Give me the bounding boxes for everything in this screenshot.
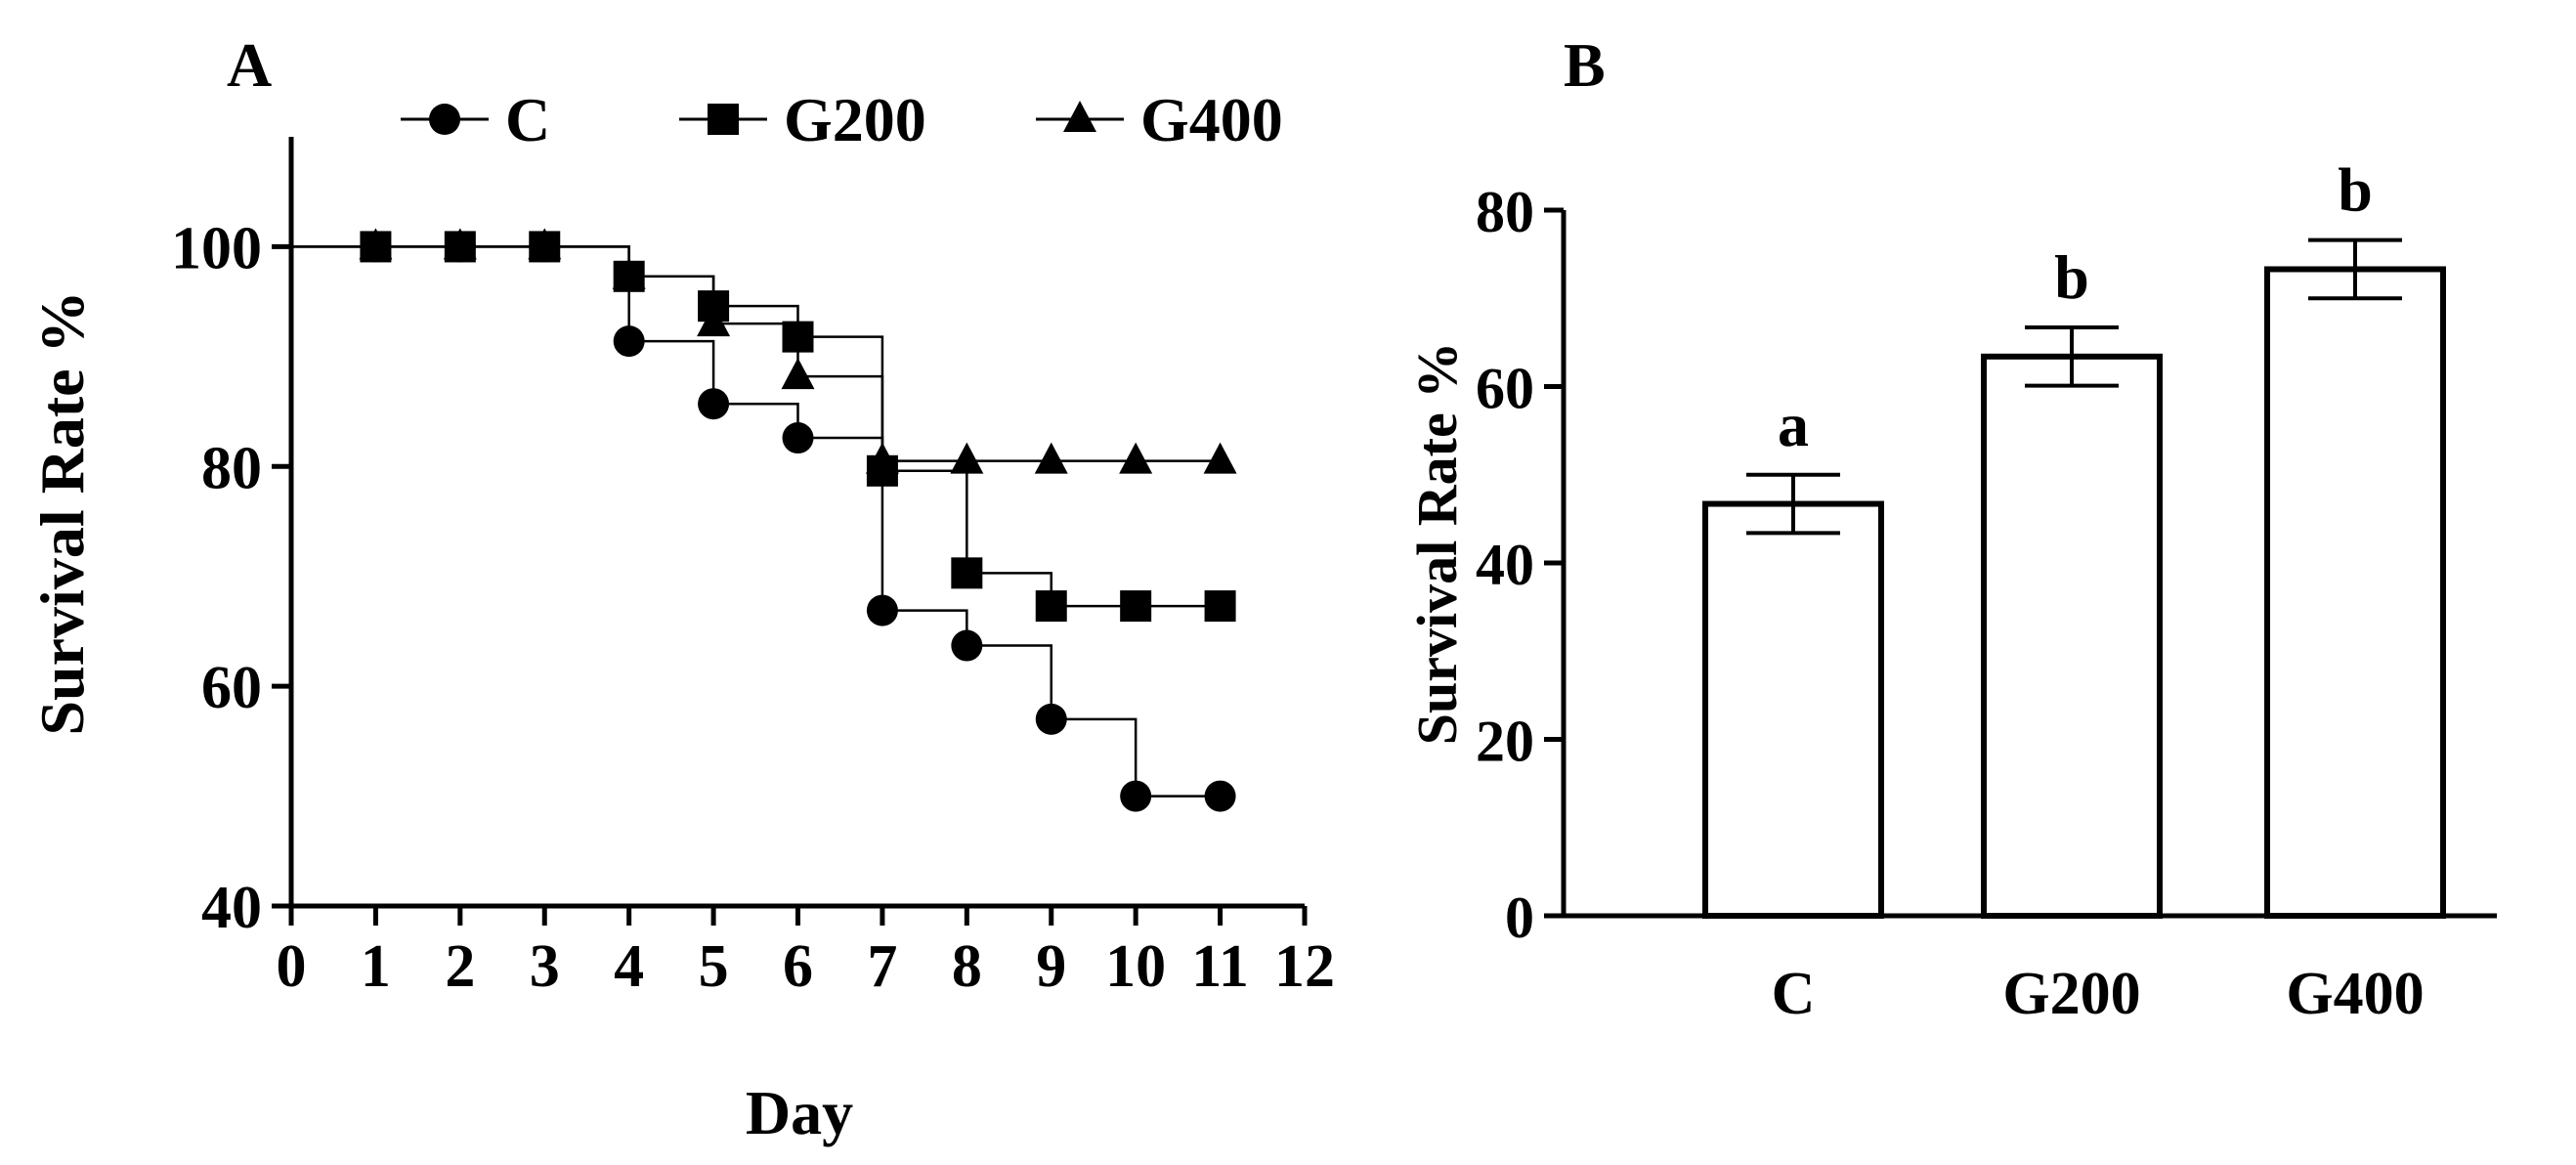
panel-a-y-tick-label: 80 [201, 435, 262, 501]
series-G400-point [697, 305, 731, 337]
series-C-point [1204, 780, 1236, 812]
legend-G400-label: G400 [1140, 85, 1283, 154]
panel-b-y-tick-label: 20 [1476, 710, 1534, 774]
panel-a-x-tick-label: 1 [361, 933, 391, 1000]
panel-a-series [291, 228, 1237, 812]
series-G200-line [291, 245, 1221, 608]
series-G200-point [1120, 590, 1152, 623]
legend-G400-marker [1063, 101, 1096, 132]
legend-G200-label: G200 [784, 85, 926, 154]
panel-b-bars: a Cb G200 b G400 [1702, 155, 2446, 1027]
panel-a-x-tick-label: 7 [867, 933, 897, 1000]
panel-a-y-tick-label: 100 [171, 215, 262, 281]
category-label-G400: G400 [2286, 961, 2424, 1027]
bar-C [1702, 500, 1884, 919]
panel-b-y-axis-title: Survival Rate % [1405, 342, 1469, 745]
series-C-point [1035, 703, 1067, 735]
legend-C-marker [429, 104, 460, 135]
panel-a-legend: C G200 G400 [401, 85, 1283, 154]
series-G400-point [781, 358, 815, 390]
panel-b-bar-chart: B a Cb G200 b G400 0 20 40 60 80 Survival Rate % [1405, 30, 2497, 1027]
panel-a-x-tick-label: 11 [1191, 933, 1249, 1000]
panel-a-y-tick-label: 40 [201, 875, 262, 941]
panel-a-x-tick-label: 8 [952, 933, 982, 1000]
series-C-point [1120, 780, 1152, 812]
significance-G200: b [2054, 242, 2089, 312]
category-label-C: C [1772, 961, 1816, 1027]
panel-b-y-tick-label: 40 [1476, 533, 1534, 597]
panel-b-y-tick-label: 0 [1505, 885, 1534, 950]
panel-a-x-tick-label: 6 [783, 933, 813, 1000]
panel-a-x-tick-label: 0 [277, 933, 307, 1000]
panel-a-x-tick-label: 12 [1274, 933, 1335, 1000]
series-G400-point [950, 442, 984, 474]
panel-b-y-tick-label: 60 [1476, 357, 1534, 421]
panel-a-x-tick-label: 5 [699, 933, 729, 1000]
panel-a-x-tick-label: 10 [1105, 933, 1166, 1000]
category-label-G200: G200 [2002, 961, 2140, 1027]
series-C-point [782, 422, 814, 454]
panel-a-y-axis-title: Survival Rate % [27, 290, 97, 735]
panel-b-y-tick-label: 80 [1476, 180, 1534, 244]
series-G400-point [1203, 442, 1237, 474]
series-G200-point [1204, 590, 1236, 623]
panel-a-x-tick-label: 2 [445, 933, 475, 1000]
series-G400-point [443, 228, 477, 260]
series-C-point [951, 629, 983, 662]
series-C-point [866, 594, 898, 626]
series-G200-point [951, 557, 983, 589]
panel-a-label: A [227, 30, 272, 100]
series-G400-point [1119, 442, 1153, 474]
series-G400-point [865, 442, 899, 474]
panel-a-x-tick-label: 9 [1036, 933, 1066, 1000]
series-G400-line [291, 245, 1221, 462]
series-C-point [613, 325, 645, 358]
bar-G200 [1981, 353, 2163, 919]
legend-G200-marker [708, 104, 739, 135]
series-G400-point [1034, 442, 1068, 474]
panel-a-y-tick-label: 60 [201, 655, 262, 721]
legend-C-label: C [505, 85, 550, 154]
series-G400-point [612, 257, 646, 289]
panel-a-x-axis-title: Day [746, 1078, 853, 1147]
panel-b-axes: 0 20 40 60 80 [1476, 180, 2497, 950]
series-G400-point [528, 228, 562, 260]
significance-C: a [1778, 390, 1809, 459]
panel-b-label: B [1564, 30, 1606, 100]
bar-G400 [2264, 266, 2446, 919]
panel-a-x-tick-label: 4 [614, 933, 644, 1000]
series-G200-point [1035, 590, 1067, 623]
series-C-point [698, 388, 730, 420]
significance-G400: b [2338, 155, 2373, 225]
series-G400-point [359, 228, 393, 260]
series-C-line [291, 245, 1221, 798]
panel-a-x-tick-label: 3 [530, 933, 560, 1000]
